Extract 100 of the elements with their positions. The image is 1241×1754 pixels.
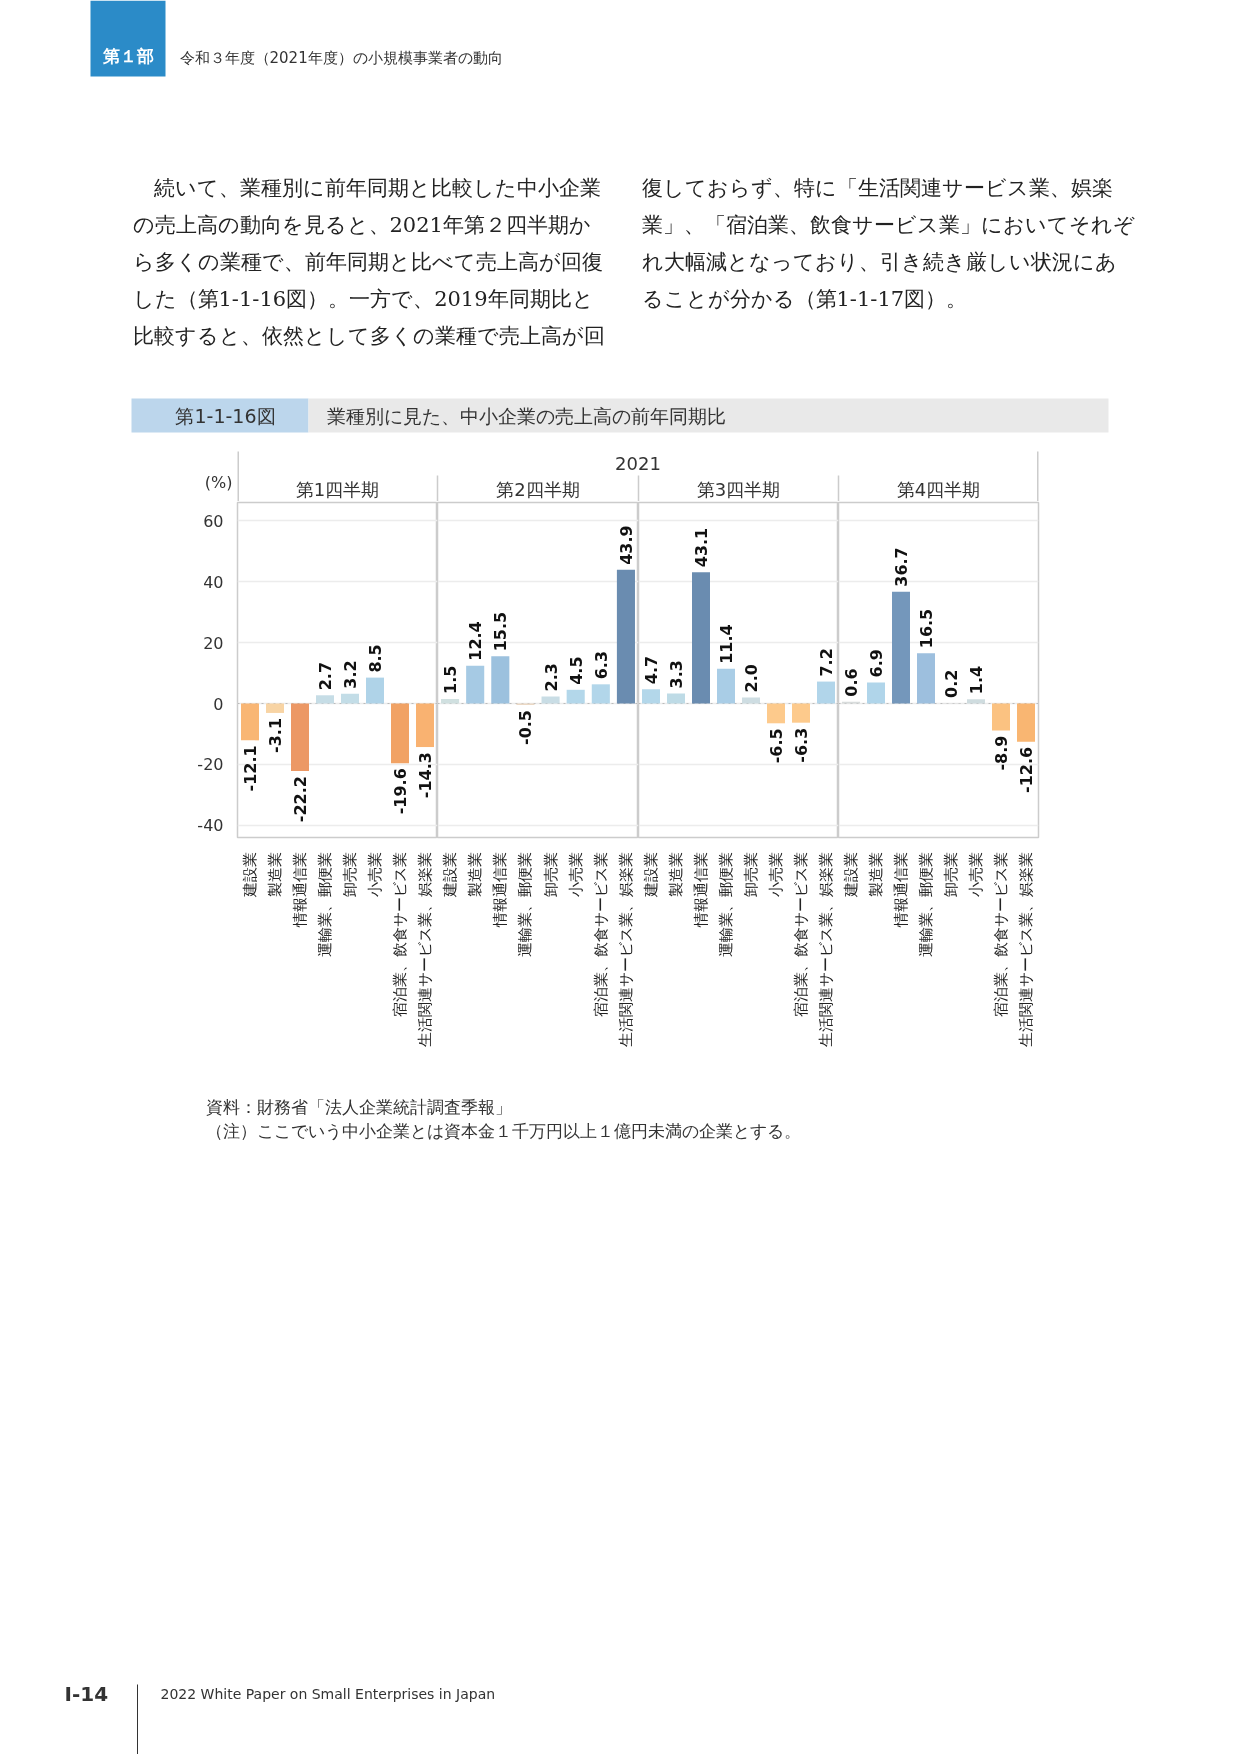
x-tick-label: 宿泊業、飲食サービス業 xyxy=(391,851,409,1017)
data-label: 43.1 xyxy=(692,527,711,568)
bar xyxy=(466,665,485,704)
text: 令和３年度（2021年度）の小規模事業者の動向 xyxy=(179,48,503,67)
x-tick-label: 生活関連サービス業、娯楽業 xyxy=(616,851,635,1047)
bar xyxy=(767,703,785,724)
bar xyxy=(441,698,460,704)
x-tick-label: 情報通信業 xyxy=(692,851,710,928)
data-label: 16.5 xyxy=(917,608,936,649)
bar xyxy=(316,695,334,704)
x-tick-label: 製造業 xyxy=(266,851,284,897)
data-label: 1.5 xyxy=(441,665,461,694)
bar xyxy=(616,569,635,704)
chart-title: 第2四半期 xyxy=(496,479,580,500)
x-tick-label: 情報通信業 xyxy=(491,851,510,928)
text: 第1-1-16図 xyxy=(175,404,276,427)
bar xyxy=(992,703,1010,731)
bar xyxy=(266,703,284,713)
text: 資料：財務省「法人企業統計調査季報」 xyxy=(205,1096,512,1117)
text: 2022 White Paper on Small Enterprises in Japan xyxy=(160,1685,496,1702)
data-label: -8.9 xyxy=(992,735,1011,771)
bar xyxy=(1017,703,1035,742)
text: 続いて、業種別に前年同期と比較した中小企業の売上高の動向を見ると、2021年第２四半期から多くの業種で、前年同期と比べて売上高が回復した（第1-1-16図）。一方で、2019年同期比と比較すると、依然として多くの業種で売上高が回復しておらず、特に「生活関連サービス業、娯楽業」、「宿泊業、飲食サービス業」においてそれぞれ大幅減となっており、引き続き厳しい状況にあることが分かる（第1-1-17図）。 xyxy=(132,175,1135,348)
bar xyxy=(792,703,810,723)
x-tick-label: 小売業 xyxy=(366,851,384,897)
text: 2021 xyxy=(615,453,661,474)
bar xyxy=(591,684,610,704)
data-label: 6.3 xyxy=(591,650,611,680)
x-tick-label: 生活関連サービス業、娯楽業 xyxy=(817,851,835,1047)
data-label: 43.9 xyxy=(616,525,636,565)
bar xyxy=(366,677,384,704)
x-tick-label: 宿泊業、飲食サービス業 xyxy=(992,851,1010,1017)
x-tick-label: 宿泊業、飲食サービス業 xyxy=(792,851,810,1017)
x-tick-label: 卸売業 xyxy=(541,851,560,897)
bar xyxy=(867,682,885,704)
chart-title: 第1四半期 xyxy=(295,479,380,500)
data-label: -22.2 xyxy=(291,776,310,823)
bar xyxy=(717,668,735,704)
bar xyxy=(416,703,434,748)
data-label: 0.2 xyxy=(942,669,961,698)
x-tick-label: 建設業 xyxy=(241,851,259,898)
text: 業種別に見た、中小企業の売上高の前年同期比 xyxy=(326,404,726,427)
text: I-14 xyxy=(64,1681,109,1706)
data-label: 2.3 xyxy=(541,663,561,692)
x-tick-label: 製造業 xyxy=(466,851,485,897)
data-label: 0.6 xyxy=(842,668,861,697)
x-tick-label: 情報通信業 xyxy=(291,851,309,928)
data-label: 15.5 xyxy=(491,611,511,652)
text: （注）ここでいう中小企業とは資本金１千万円以上１億円未満の企業とする。 xyxy=(205,1120,801,1141)
bar xyxy=(692,572,710,704)
data-label: -0.5 xyxy=(516,710,536,746)
x-tick-label: 卸売業 xyxy=(742,851,760,897)
bar xyxy=(491,656,510,704)
bar xyxy=(642,689,660,704)
x-tick-label: 小売業 xyxy=(767,851,785,897)
y-tick-label: -20 xyxy=(197,755,224,775)
data-label: 11.4 xyxy=(717,624,736,664)
x-tick-label: 製造業 xyxy=(867,851,885,897)
data-label: -12.6 xyxy=(1017,746,1036,793)
data-label: 7.2 xyxy=(817,648,836,677)
data-label: -19.6 xyxy=(391,768,410,815)
data-label: -6.3 xyxy=(792,727,811,763)
x-tick-label: 建設業 xyxy=(642,851,660,898)
data-label: 1.4 xyxy=(967,665,986,695)
bar xyxy=(291,703,309,772)
bar xyxy=(566,689,585,704)
data-label: 4.5 xyxy=(566,656,586,685)
x-tick-label: 製造業 xyxy=(667,851,685,897)
data-label: 36.7 xyxy=(892,547,911,587)
x-tick-label: 卸売業 xyxy=(341,851,359,897)
y-tick-label: 40 xyxy=(203,572,224,592)
y-tick-label: -40 xyxy=(197,816,224,836)
x-tick-label: 小売業 xyxy=(566,851,585,897)
data-label: 3.2 xyxy=(341,660,360,689)
x-tick-label: 情報通信業 xyxy=(892,851,910,928)
data-label: -3.1 xyxy=(266,717,285,753)
text: 第１部 xyxy=(101,45,154,66)
x-tick-label: 建設業 xyxy=(441,851,460,898)
bar xyxy=(742,697,760,704)
data-label: 12.4 xyxy=(466,621,486,661)
y-tick-label: 0 xyxy=(213,694,224,714)
bar xyxy=(967,699,985,704)
y-tick-label: 20 xyxy=(203,633,224,653)
data-label: -6.5 xyxy=(767,728,786,764)
x-tick-label: 運輸業、郵便業 xyxy=(516,851,535,957)
x-tick-label: 運輸業、郵便業 xyxy=(316,851,334,957)
data-label: -12.1 xyxy=(241,745,260,792)
bar xyxy=(341,693,359,704)
bar xyxy=(541,696,560,704)
chart-title: 第3四半期 xyxy=(696,479,781,500)
data-label: 3.3 xyxy=(667,660,686,689)
bar xyxy=(917,653,935,704)
data-label: 6.9 xyxy=(867,649,886,678)
y-tick-label: 60 xyxy=(203,511,224,531)
chart-title: 第4四半期 xyxy=(896,479,981,500)
x-tick-label: 生活関連サービス業、娯楽業 xyxy=(416,851,434,1047)
x-tick-label: 生活関連サービス業、娯楽業 xyxy=(1017,851,1035,1047)
bar xyxy=(817,681,835,704)
data-label: 2.7 xyxy=(316,661,335,691)
y-axis-title: (%) xyxy=(204,473,233,492)
